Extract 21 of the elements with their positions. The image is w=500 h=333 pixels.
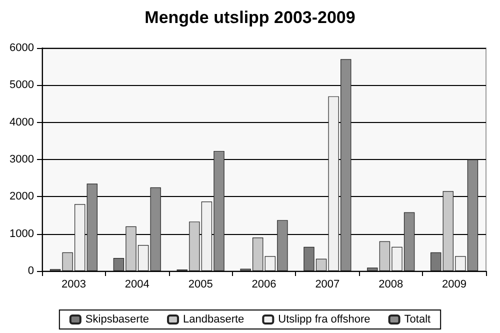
x-tick-label: 2008 [378, 278, 404, 290]
x-tick-label: 2005 [188, 278, 213, 290]
x-tick-label: 2003 [61, 278, 86, 290]
legend-label: Skipsbaserte [85, 314, 150, 326]
legend-label: Landbaserte [183, 314, 244, 326]
y-tick-label: 1000 [10, 228, 34, 240]
x-tick-label: 2004 [124, 278, 150, 290]
legend-label: Utslipp fra offshore [278, 314, 370, 326]
y-tick-label: 4000 [10, 116, 34, 128]
y-tick-label: 3000 [10, 154, 34, 166]
bar [86, 184, 98, 271]
x-tick-label: 2009 [442, 278, 467, 290]
legend-label: Totalt [404, 314, 431, 326]
bar [430, 252, 442, 271]
x-tick-label: 2007 [315, 278, 340, 290]
x-tick-label: 2006 [252, 278, 276, 290]
chart-title: Mengde utslipp 2003-2009 [144, 8, 356, 27]
y-tick-label: 6000 [10, 42, 34, 54]
y-tick-label: 5000 [10, 79, 34, 92]
y-tick-label: 2000 [10, 190, 34, 203]
y-tick-label: 0 [28, 265, 34, 277]
